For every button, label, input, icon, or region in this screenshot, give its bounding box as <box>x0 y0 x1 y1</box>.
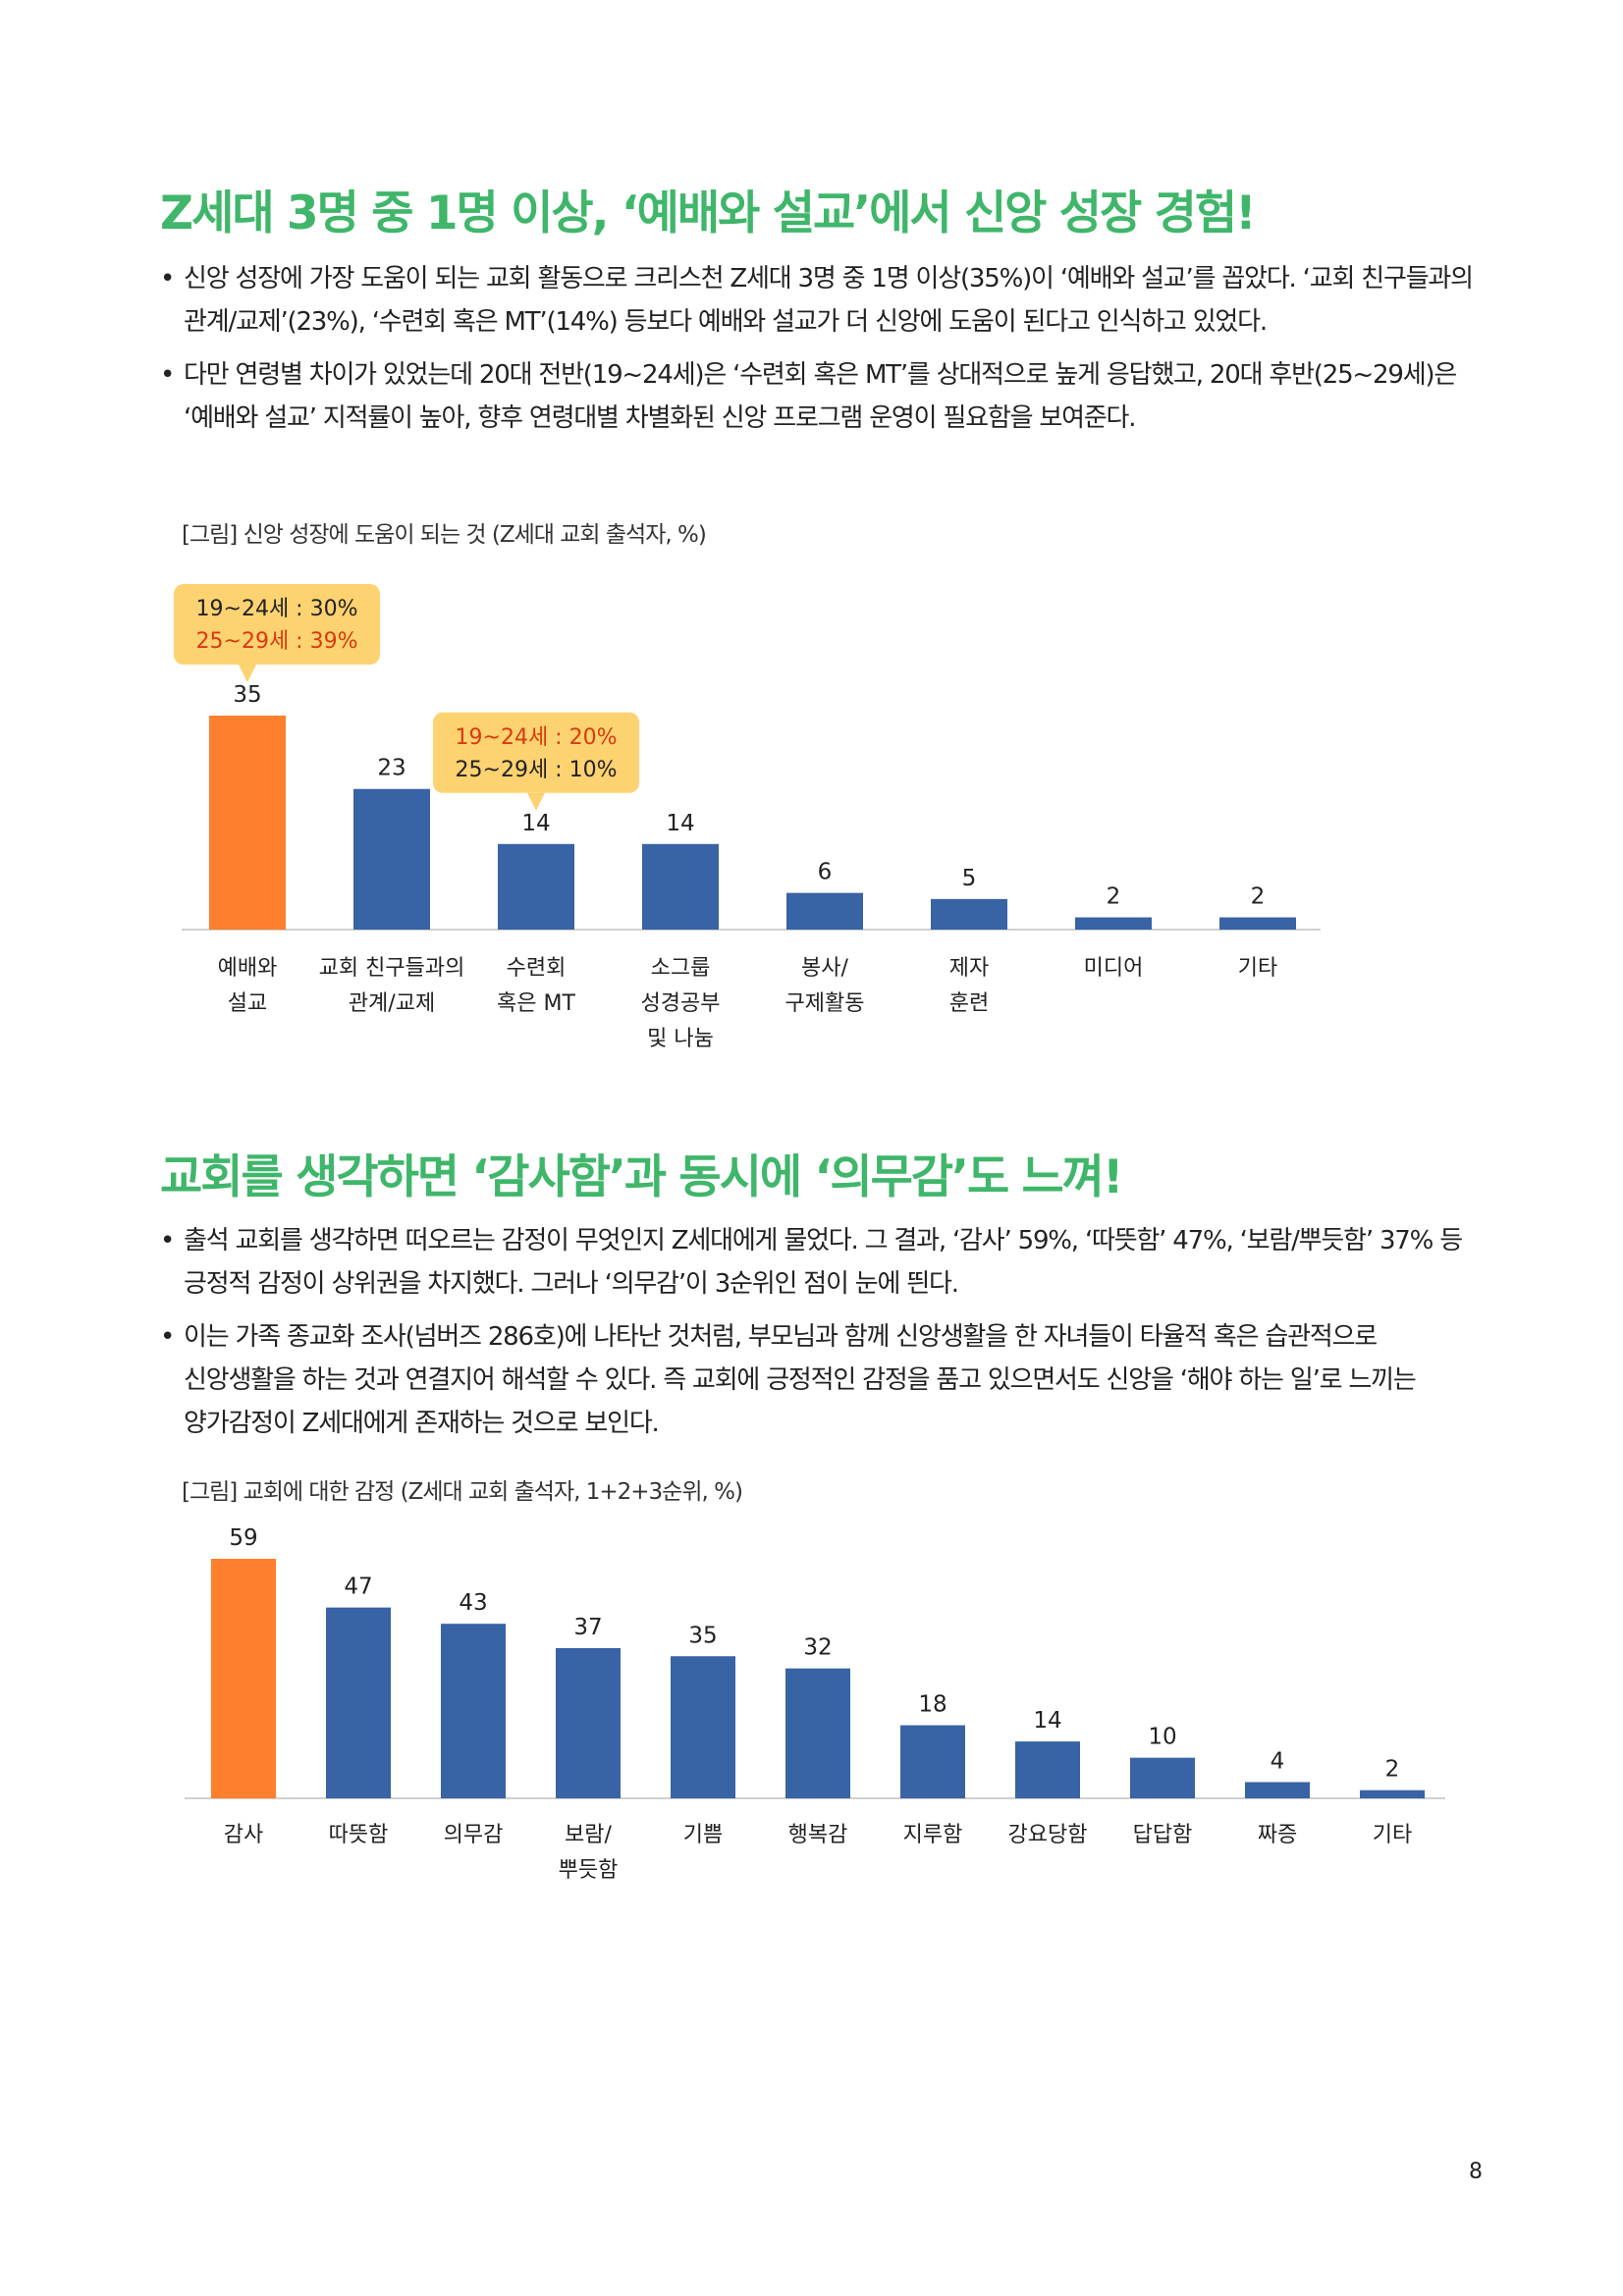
data-label-3: 14 <box>666 811 694 836</box>
section2-bullet-2: 이는 가족 종교화 조사(넘버즈 286호)에 나타난 것처럼, 부모님과 함께… <box>160 1315 1481 1445</box>
data-label-6: 2 <box>1107 884 1121 910</box>
data-label-1: 47 <box>344 1575 372 1600</box>
category-label-0-1: 설교 <box>228 991 267 1016</box>
bar-6 <box>1075 917 1152 930</box>
category-label-2-1: 혹은 MT <box>497 991 575 1016</box>
category-label-7-0: 기타 <box>1238 956 1277 981</box>
bar-0 <box>209 716 286 930</box>
data-label-7: 2 <box>1251 884 1266 910</box>
bar-1 <box>326 1607 391 1798</box>
category-label-2-0: 수련회 <box>507 956 567 981</box>
bar-6 <box>900 1725 965 1798</box>
section1-bullet-2: 다만 연령별 차이가 있었는데 20대 전반(19~24세)은 ‘수련회 혹은 … <box>160 353 1481 440</box>
bar-10 <box>1360 1789 1425 1798</box>
section2-heading: 교회를 생각하면 ‘감사함’과 동시에 ‘의무감’도 느껴! <box>160 1150 1123 1204</box>
category-label-3-0: 소그룹 <box>651 956 711 981</box>
category-label-0-0: 예배와 <box>218 956 278 981</box>
data-label-9: 4 <box>1271 1748 1285 1774</box>
chart2: 59 감사 47 따뜻함 43 의무감 37 보람/뿌듯함 35 기쁨 32 행복감 18 지루함 14 강요… <box>185 1525 1445 1883</box>
bar-7 <box>1015 1741 1080 1798</box>
bar-9 <box>1245 1782 1310 1798</box>
section1-bullets: 신앙 성장에 가장 도움이 되는 교회 활동으로 크리스천 Z세대 3명 중 1… <box>160 257 1481 450</box>
category-label-9-0: 짜증 <box>1258 1823 1297 1847</box>
category-label-8-0: 답답함 <box>1133 1823 1193 1847</box>
data-label-1: 23 <box>377 756 406 781</box>
data-label-6: 18 <box>918 1692 947 1718</box>
category-label-4-0: 봉사/ <box>801 956 848 981</box>
bar-4 <box>671 1656 735 1798</box>
category-label-3-0: 보람/ <box>565 1823 612 1847</box>
data-label-8: 10 <box>1148 1725 1176 1750</box>
data-label-0: 59 <box>229 1525 257 1551</box>
category-label-2-0: 의무감 <box>444 1823 504 1847</box>
data-label-0: 35 <box>233 682 261 708</box>
bar-2 <box>441 1624 506 1798</box>
bar-3 <box>556 1647 621 1798</box>
data-label-4: 35 <box>688 1623 717 1648</box>
bar-1 <box>353 788 430 930</box>
data-label-2: 43 <box>459 1590 487 1616</box>
bar-8 <box>1130 1757 1195 1798</box>
section1-bullet-1: 신앙 성장에 가장 도움이 되는 교회 활동으로 크리스천 Z세대 3명 중 1… <box>160 257 1481 344</box>
category-label-7-0: 강요당함 <box>1008 1823 1088 1847</box>
chart2-caption: [그림] 교회에 대한 감정 (Z세대 교회 출석자, 1+2+3순위, %) <box>182 1479 743 1505</box>
data-label-5: 5 <box>962 866 977 891</box>
category-label-6-0: 미디어 <box>1084 956 1144 981</box>
bar-4 <box>786 892 863 930</box>
category-label-0-0: 감사 <box>224 1823 263 1847</box>
callout-pointer-1 <box>527 792 545 811</box>
callout-pointer-0 <box>239 665 256 682</box>
callout-box-1 <box>433 712 639 793</box>
category-label-1-1: 관계/교제 <box>349 991 435 1016</box>
category-label-10-0: 기타 <box>1373 1823 1412 1847</box>
data-label-5: 32 <box>803 1635 832 1661</box>
bar-5 <box>931 898 1007 930</box>
bar-7 <box>1219 917 1296 930</box>
category-label-3-1: 성경공부 <box>641 991 721 1016</box>
category-label-3-1: 뿌듯함 <box>559 1858 619 1883</box>
callout-text-1-0: 19~24세 : 20% <box>456 725 618 750</box>
category-label-3-2: 및 나눔 <box>647 1027 714 1051</box>
category-label-4-1: 구제활동 <box>785 991 865 1016</box>
category-label-1-0: 교회 친구들과의 <box>319 956 465 981</box>
section2-bullets: 출석 교회를 생각하면 떠오르는 감정이 무엇인지 Z세대에게 물었다. 그 결… <box>160 1219 1481 1455</box>
bar-3 <box>642 843 719 930</box>
callout-text-0-0: 19~24세 : 30% <box>196 597 358 621</box>
data-label-3: 37 <box>573 1615 602 1640</box>
category-label-1-0: 따뜻함 <box>329 1823 389 1847</box>
category-label-5-0: 행복감 <box>788 1823 848 1847</box>
callout-text-1-1: 25~29세 : 10% <box>456 758 618 782</box>
category-label-6-0: 지루함 <box>903 1823 963 1847</box>
callout-box-0 <box>174 584 380 665</box>
bar-2 <box>498 843 574 930</box>
callout-text-0-1: 25~29세 : 39% <box>196 629 358 654</box>
chart1-caption: [그림] 신앙 성장에 도움이 되는 것 (Z세대 교회 출석자, %) <box>182 522 707 548</box>
category-label-4-0: 기쁨 <box>683 1823 723 1847</box>
data-label-4: 6 <box>818 860 833 885</box>
section1-heading: Z세대 3명 중 1명 이상, ‘예배와 설교’에서 신앙 성장 경험! <box>160 187 1257 240</box>
page-number: 8 <box>1469 2160 1483 2184</box>
data-label-2: 14 <box>521 811 550 836</box>
data-label-7: 14 <box>1033 1708 1061 1734</box>
bar-0 <box>211 1559 276 1798</box>
section2-bullet-1: 출석 교회를 생각하면 떠오르는 감정이 무엇인지 Z세대에게 물었다. 그 결… <box>160 1219 1481 1306</box>
category-label-5-0: 제자 <box>949 956 989 981</box>
category-label-5-1: 훈련 <box>949 991 989 1016</box>
bar-5 <box>785 1668 850 1798</box>
data-label-10: 2 <box>1385 1757 1400 1783</box>
